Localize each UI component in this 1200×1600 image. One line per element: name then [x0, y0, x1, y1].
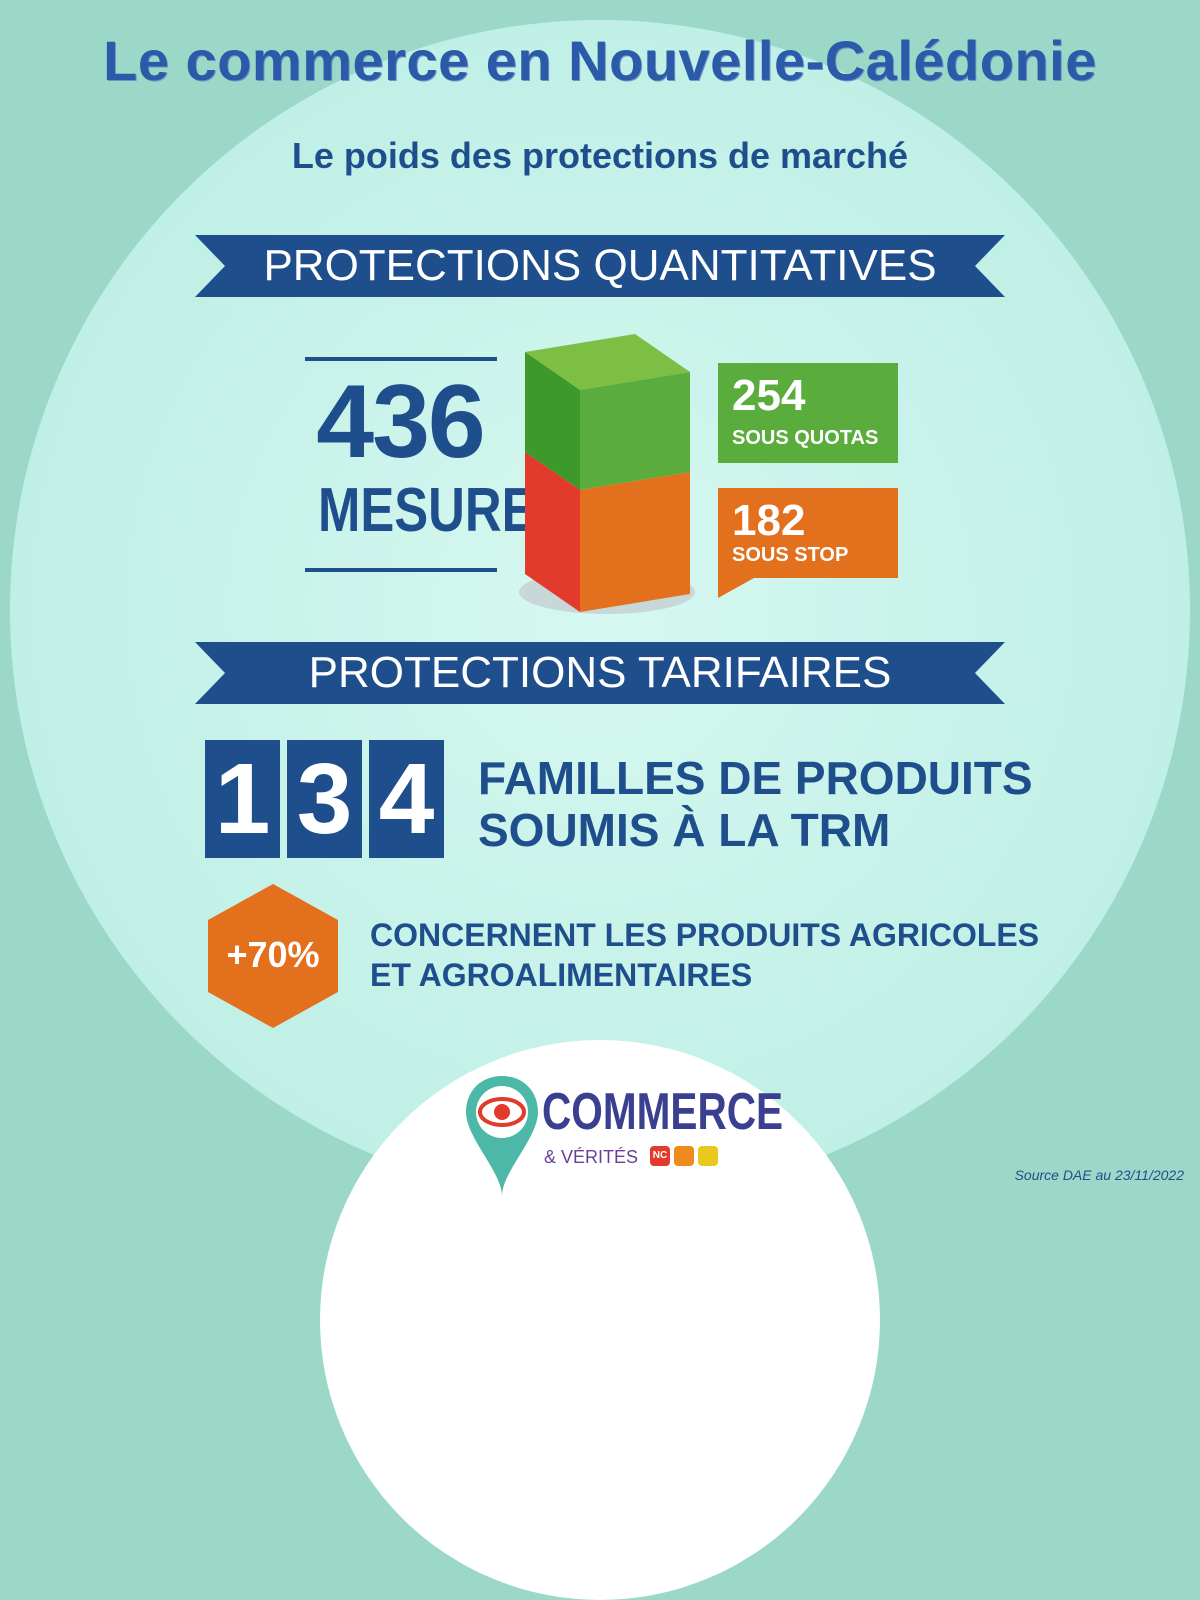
logo-badge-nc: NC — [650, 1146, 670, 1166]
cube-orange-right — [580, 472, 690, 612]
cube-top-face — [525, 334, 690, 390]
stop-label: SOUS STOP — [732, 544, 849, 566]
ribbon-quantitatives-label: PROTECTIONS QUANTITATIVES — [263, 241, 937, 290]
page-title: Le commerce en Nouvelle-Calédonie — [103, 29, 1097, 92]
cube-green-right — [580, 372, 690, 490]
ribbon-quantitatives: PROTECTIONS QUANTITATIVES — [195, 235, 1005, 297]
logo-sub: & VÉRITÉS — [544, 1147, 639, 1167]
cube-green-left — [525, 352, 580, 490]
percent-value: +70% — [226, 934, 320, 975]
divider-bottom — [305, 568, 497, 572]
ribbon-tarifaires-label: PROTECTIONS TARIFAIRES — [308, 648, 892, 697]
stop-callout-tail — [718, 578, 754, 598]
agri-line-2: ET AGROALIMENTAIRES — [370, 957, 753, 993]
familles-text: FAMILLES DE PRODUITS SOUMIS À LA TRM — [478, 752, 1033, 856]
divider-top — [305, 357, 497, 361]
ribbon-tarifaires: PROTECTIONS TARIFAIRES — [195, 642, 1005, 704]
percent-badge: +70% — [198, 880, 348, 1030]
digit-1: 1 — [205, 740, 280, 858]
stop-callout: 182 SOUS STOP — [718, 488, 898, 578]
quotas-callout: 254 SOUS QUOTAS — [718, 363, 898, 463]
logo-square-orange — [674, 1146, 694, 1166]
commerce-verites-logo: COMMERCE & VÉRITÉS NC — [462, 1060, 783, 1200]
ribbon-shape — [195, 642, 1005, 704]
quotas-value: 254 — [732, 371, 806, 420]
cube-red-left — [525, 452, 580, 612]
digit-2: 3 — [287, 740, 362, 858]
familles-line-1: FAMILLES DE PRODUITS — [478, 752, 1033, 804]
agri-text: CONCERNENT LES PRODUITS AGRICOLES ET AGR… — [370, 915, 1039, 995]
source-note: Source DAE au 23/11/2022 — [1014, 1167, 1184, 1183]
logo-square-yellow — [698, 1146, 718, 1166]
ribbon-shape — [195, 235, 1005, 297]
cube-bar-icon — [519, 334, 695, 614]
familles-line-2: SOUMIS À LA TRM — [478, 804, 891, 856]
page-subtitle: Le poids des protections de marché — [291, 135, 909, 176]
digit-3: 4 — [369, 740, 444, 858]
total-measures-label: MESURES — [318, 476, 570, 545]
total-measures-value: 436 — [316, 364, 486, 480]
hexagon-badge-icon — [208, 884, 338, 1028]
agri-line-1: CONCERNENT LES PRODUITS AGRICOLES — [370, 917, 1040, 953]
stop-value: 182 — [732, 496, 806, 545]
eye-pin-icon — [466, 1076, 538, 1196]
logo-word: COMMERCE — [542, 1083, 784, 1141]
quotas-label: SOUS QUOTAS — [732, 427, 879, 449]
